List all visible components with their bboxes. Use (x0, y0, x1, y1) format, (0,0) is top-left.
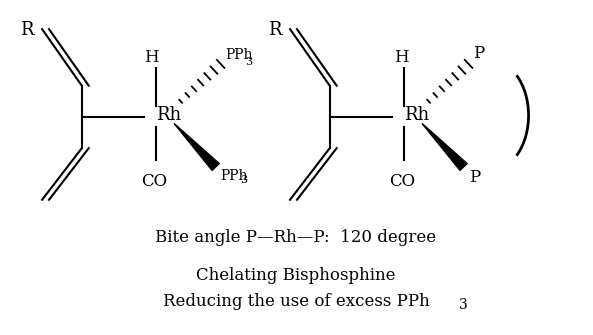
Text: P: P (468, 169, 480, 186)
Polygon shape (174, 123, 219, 171)
Text: CO: CO (141, 173, 167, 190)
Text: Reducing the use of excess PPh: Reducing the use of excess PPh (162, 293, 429, 310)
Text: H: H (144, 49, 158, 66)
Text: CO: CO (389, 173, 415, 190)
Text: 3: 3 (241, 175, 248, 185)
Text: PPh: PPh (225, 48, 253, 62)
Polygon shape (422, 123, 467, 171)
Text: Bite angle P—Rh—P:  120 degree: Bite angle P—Rh—P: 120 degree (155, 229, 436, 247)
Text: H: H (394, 49, 409, 66)
Text: PPh: PPh (221, 169, 248, 183)
Text: R: R (20, 21, 34, 39)
Text: Rh: Rh (404, 107, 429, 124)
Text: 3: 3 (246, 57, 253, 67)
Text: R: R (268, 21, 282, 39)
Text: P: P (474, 45, 484, 62)
Text: 3: 3 (458, 298, 467, 312)
Text: Rh: Rh (156, 107, 181, 124)
Text: Chelating Bisphosphine: Chelating Bisphosphine (196, 267, 396, 284)
